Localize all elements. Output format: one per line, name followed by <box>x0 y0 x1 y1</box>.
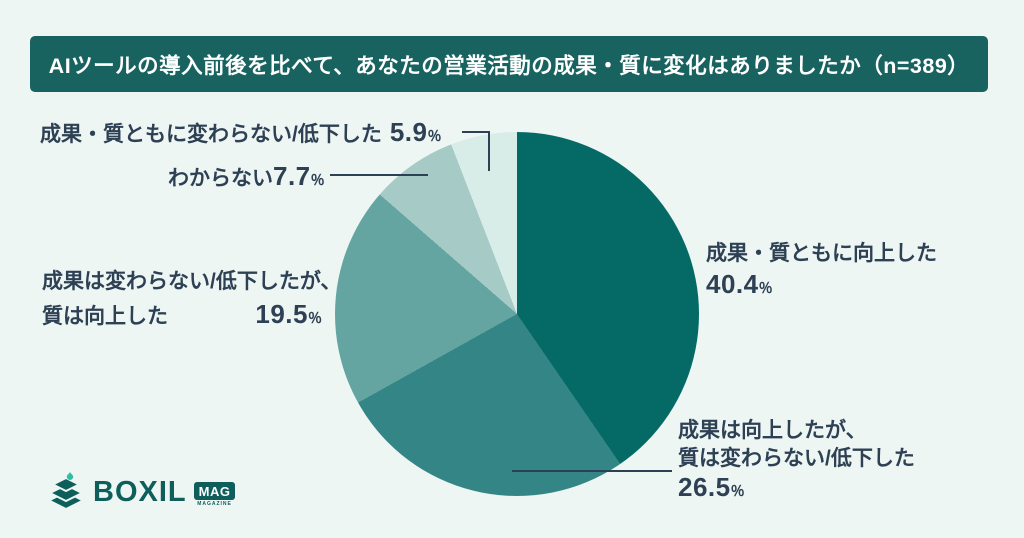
header-banner: AIツールの導入前後を比べて、あなたの営業活動の成果・質に変化はありましたか（n… <box>30 36 988 92</box>
callout-result-up: 成果は向上したが、 質は変わらない/低下した 26.5％ <box>678 417 915 505</box>
callout-no-change: 成果・質ともに変わらない/低下した 5.9％ <box>40 118 442 150</box>
callout-both-up-pct: 40.4 <box>706 269 759 299</box>
boxil-mag-logo: BOXIL MAG MAGAZINE <box>45 471 236 513</box>
callout-no-change-label: 成果・質ともに変わらない/低下した <box>40 123 382 146</box>
logo-mag-badge: MAG <box>193 481 236 500</box>
callout-result-up-line1: 成果は向上したが、 <box>678 419 867 442</box>
callout-unknown-pct: 7.7 <box>273 161 311 191</box>
boxil-layers-icon <box>46 472 86 511</box>
leader-line-5-9-horizontal <box>462 131 490 133</box>
spark-icon <box>66 472 74 480</box>
callout-unknown: わからない7.7％ <box>168 162 325 194</box>
callout-quality-up-line1: 成果は変わらない/低下したが、 <box>42 270 342 293</box>
callout-quality-up-line2: 質は向上した <box>42 305 168 328</box>
callout-both-up-line1: 成果・質ともに向上した <box>706 242 937 265</box>
callout-result-up-pct: 26.5 <box>678 472 731 502</box>
callout-quality-up-pct: 19.5 <box>255 299 308 329</box>
callout-result-up-unit: ％ <box>730 483 745 499</box>
callout-quality-up: 成果は変わらない/低下したが、 質は向上した 19.5％ <box>42 266 342 334</box>
leader-line-26-5 <box>512 470 672 472</box>
callout-no-change-unit: ％ <box>427 128 442 144</box>
leader-line-7-7 <box>330 174 428 176</box>
logo-brand-text: BOXIL <box>93 476 187 508</box>
leader-line-5-9-vertical <box>488 131 490 171</box>
chart-title: AIツールの導入前後を比べて、あなたの営業活動の成果・質に変化はありましたか（n… <box>48 53 970 78</box>
callout-quality-up-unit: ％ <box>308 310 322 326</box>
callout-unknown-unit: ％ <box>310 172 325 188</box>
callout-result-up-line2: 質は変わらない/低下した <box>678 447 915 470</box>
callout-no-change-pct: 5.9 <box>389 117 428 147</box>
callout-unknown-label: わからない <box>168 167 273 190</box>
logo-magazine-subtext: MAGAZINE <box>197 500 232 507</box>
callout-both-up-unit: ％ <box>758 280 773 296</box>
callout-both-up: 成果・質ともに向上した 40.4％ <box>706 238 937 304</box>
pie-chart <box>335 132 699 496</box>
